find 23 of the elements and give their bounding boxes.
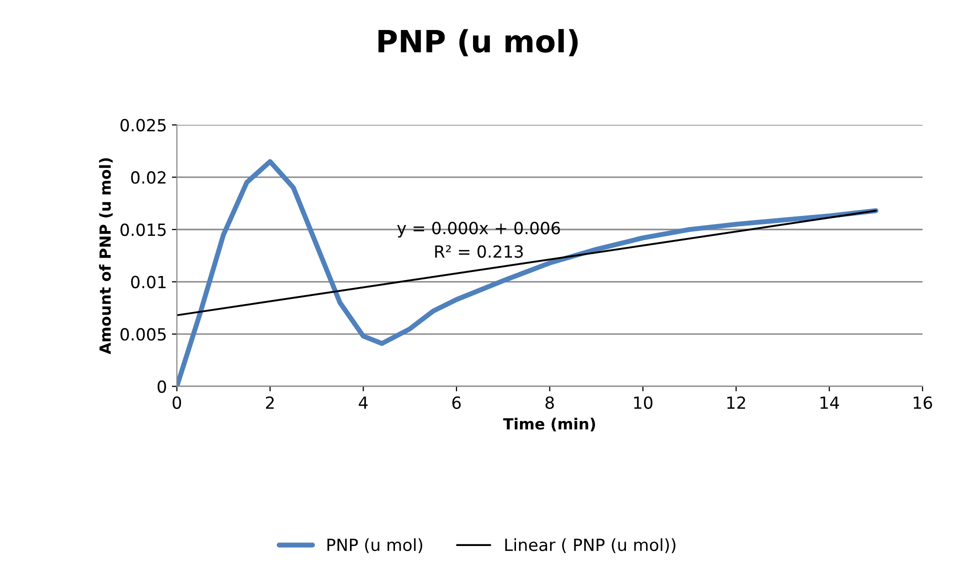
y-tick-label: 0.025 — [120, 118, 166, 132]
x-tick-label: 8 — [546, 396, 554, 409]
chart-title: PNP (u mol) — [378, 29, 578, 56]
legend-label: Linear ( PNP (u mol)) — [505, 538, 676, 554]
x-tick-label: 4 — [358, 396, 368, 409]
y-tick-label: 0.005 — [120, 328, 166, 341]
x-tick-label: 16 — [914, 396, 932, 409]
x-tick-label: 6 — [452, 396, 461, 409]
y-tick-label: 0.01 — [131, 276, 166, 288]
x-tick-label: 0 — [172, 396, 182, 409]
annotation: R² = 0.213 — [435, 245, 523, 258]
line-series — [176, 159, 878, 386]
y-axis-title: Amount of PNP (u mol) — [99, 158, 113, 354]
legend-label: PNP (u mol) — [327, 538, 422, 554]
annotation: y = 0.000x + 0.006 — [397, 222, 560, 238]
y-tick-label: 0 — [158, 380, 166, 393]
x-tick-label: 14 — [820, 396, 839, 409]
x-tick-label: 10 — [634, 396, 652, 409]
x-tick-label: 12 — [727, 396, 746, 409]
y-tick-label: 0.015 — [120, 223, 166, 236]
x-axis-title: Time (min) — [503, 418, 596, 432]
x-tick-label: 2 — [266, 396, 274, 409]
y-tick-label: 0.02 — [131, 171, 166, 184]
